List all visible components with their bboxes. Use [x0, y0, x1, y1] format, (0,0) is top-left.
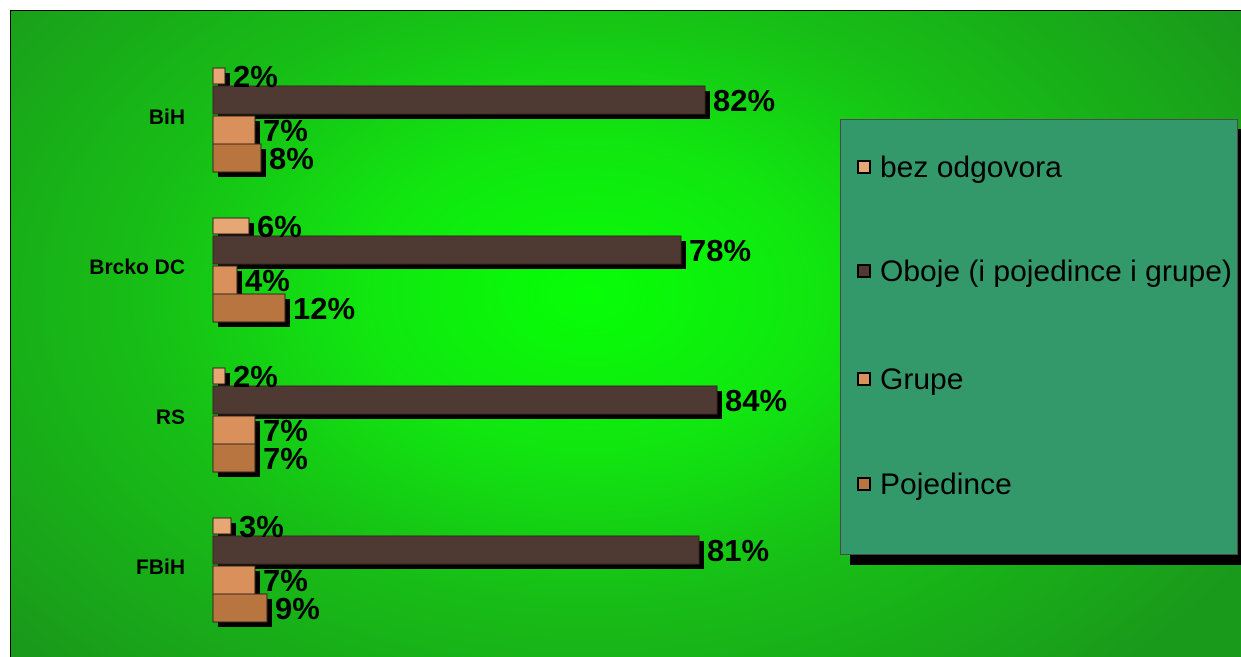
bar — [212, 535, 700, 565]
data-label: 4% — [245, 263, 290, 298]
chart-frame: BiH 2% 82% 7% 8% Brcko DC 6% 78% 4% 12% RS 2% 84% 7% 7… — [10, 10, 1241, 657]
data-label: 7% — [263, 113, 308, 148]
data-label: 82% — [713, 83, 775, 118]
bar — [212, 293, 286, 323]
bar — [212, 367, 226, 385]
bar — [212, 143, 262, 173]
legend-item-grupe: Grupe — [857, 360, 1237, 400]
category-label: RS — [156, 406, 185, 429]
bar — [212, 217, 250, 235]
legend-label: Grupe — [880, 363, 964, 396]
legend: bez odgovora Oboje (i pojedince i grupe)… — [840, 119, 1238, 555]
bar — [212, 443, 256, 473]
bar — [212, 415, 256, 445]
legend-swatch — [857, 477, 871, 491]
legend-label: bez odgovora — [880, 151, 1062, 184]
data-label: 2% — [233, 359, 278, 394]
legend-swatch — [857, 160, 871, 174]
bar — [212, 565, 256, 595]
data-label: 6% — [257, 209, 302, 244]
legend-swatch — [857, 372, 871, 386]
data-label: 78% — [689, 233, 751, 268]
legend-swatch — [857, 264, 871, 278]
category-label: Brcko DC — [89, 256, 185, 279]
data-label: 2% — [233, 59, 278, 94]
category-label: BiH — [149, 106, 185, 129]
data-label: 8% — [269, 141, 314, 176]
legend-item-pojedince: Pojedince — [857, 465, 1237, 505]
bar — [212, 517, 232, 535]
legend-item-oboje: Oboje (i pojedince i grupe) — [857, 252, 1237, 292]
bar — [212, 67, 226, 85]
bar — [212, 265, 238, 295]
data-label: 3% — [239, 509, 284, 544]
bar — [212, 593, 268, 623]
data-label: 7% — [263, 441, 308, 476]
legend-item-bez-odgovora: bez odgovora — [857, 148, 1237, 188]
bar — [212, 385, 718, 415]
legend-label: Pojedince — [880, 468, 1012, 501]
data-label: 12% — [293, 291, 355, 326]
category-label: FBiH — [136, 556, 185, 579]
data-label: 7% — [263, 413, 308, 448]
data-label: 81% — [707, 533, 769, 568]
data-label: 7% — [263, 563, 308, 598]
bar — [212, 235, 682, 265]
data-label: 9% — [275, 591, 320, 626]
bar — [212, 115, 256, 145]
bar — [212, 85, 706, 115]
data-label: 84% — [725, 383, 787, 418]
legend-label: Oboje (i pojedince i grupe) — [880, 255, 1232, 288]
